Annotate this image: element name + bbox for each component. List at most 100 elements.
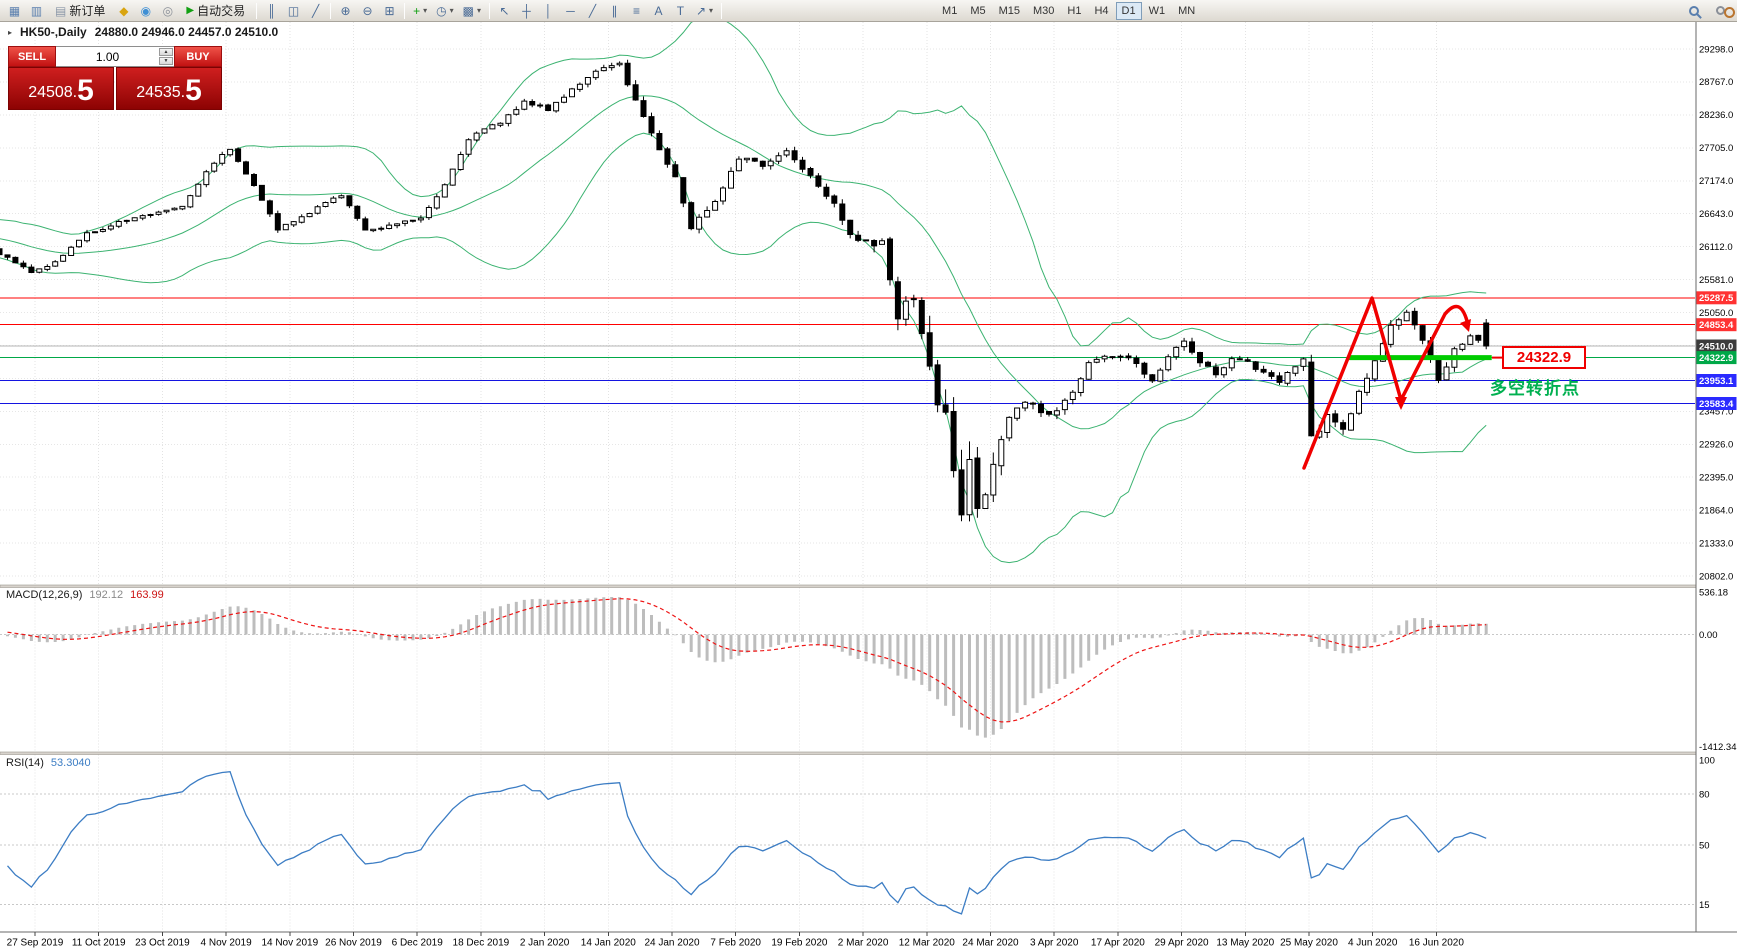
price-axis-label: 27705.0 <box>1699 143 1733 154</box>
bars-mode-icon[interactable]: ║ <box>261 1 282 20</box>
hline-tool-icon[interactable]: ─ <box>560 1 581 20</box>
bear-candles <box>0 62 1490 516</box>
price-tag <box>1696 318 1737 332</box>
price-axis-label: 25050.0 <box>1699 308 1733 319</box>
chart-symbol-period: HK50-,Daily <box>20 25 87 39</box>
indicators-icon[interactable]: + ▾ <box>409 1 431 20</box>
macd-axis-label: 0.00 <box>1699 630 1718 641</box>
autotrading-label: 自动交易 <box>197 4 246 18</box>
price-tag <box>1696 351 1737 365</box>
new-order-button[interactable]: ▤ 新订单 <box>48 1 112 20</box>
timeframe-button-M15[interactable]: M15 <box>993 2 1026 20</box>
line-mode-icon[interactable]: ╱ <box>305 1 326 20</box>
zoom-out-icon[interactable]: ⊖ <box>357 1 378 20</box>
new-chart-icon[interactable]: ▦ <box>4 1 25 20</box>
price-axis-label: 22395.0 <box>1699 473 1733 484</box>
price-tag-label: 24510.0 <box>1699 341 1733 352</box>
profiles-icon-glyph: ▥ <box>30 3 43 18</box>
timeframe-button-M1[interactable]: M1 <box>936 2 963 20</box>
crosshair-icon-glyph: ┼ <box>522 3 531 18</box>
cursor-icon[interactable]: ↖ <box>494 1 515 20</box>
rsi-axis-label: 15 <box>1699 900 1710 911</box>
date-axis-label: 3 Apr 2020 <box>1030 938 1079 949</box>
timeframe-button-M30[interactable]: M30 <box>1027 2 1060 20</box>
price-axis-label: 21333.0 <box>1699 538 1733 549</box>
sell-button[interactable]: SELL <box>8 46 56 67</box>
price-axis-label: 28767.0 <box>1699 77 1733 88</box>
volume-up-button[interactable]: ▲ <box>159 48 173 56</box>
mql5-icon[interactable]: ◎ <box>157 1 178 20</box>
buy-button[interactable]: BUY <box>174 46 222 67</box>
rsi-axis-label: 50 <box>1699 840 1710 851</box>
date-axis-label: 23 Oct 2019 <box>135 938 190 949</box>
crosshair-icon[interactable]: ┼ <box>516 1 537 20</box>
buy-price-panel[interactable]: 24535. 5 <box>116 67 222 110</box>
timeframe-button-H1[interactable]: H1 <box>1061 2 1087 20</box>
panel-splitter[interactable] <box>0 584 1737 588</box>
macd-histogram <box>6 597 1488 738</box>
volume-down-button[interactable]: ▼ <box>159 57 173 65</box>
dropdown-caret-icon: ▾ <box>476 6 481 15</box>
macd-main-value: 192.12 <box>89 589 124 601</box>
arrows-tool-icon[interactable]: ↗ ▾ <box>692 1 717 20</box>
new-chart-icon-glyph: ▦ <box>8 3 21 18</box>
price-axis-label: 25581.0 <box>1699 275 1733 286</box>
timeframe-button-M5[interactable]: M5 <box>964 2 991 20</box>
trend-arrow-head-end <box>1460 319 1471 332</box>
timeframe-button-W1[interactable]: W1 <box>1143 2 1172 20</box>
candles-mode-icon-glyph: ◫ <box>287 3 300 18</box>
turning-point-text[interactable]: 多空转折点 <box>1490 379 1580 398</box>
text-tool-icon[interactable]: A <box>648 1 669 20</box>
chart-title: ▸ HK50-,Daily 24880.0 24946.0 24457.0 24… <box>8 25 278 39</box>
price-tag-label: 24853.4 <box>1699 320 1734 331</box>
sell-price-panel[interactable]: 24508. 5 <box>8 67 114 110</box>
fibo-tool-icon-glyph: ≡ <box>632 3 640 18</box>
autotrading-button[interactable]: ▶ 自动交易 <box>179 1 252 20</box>
price-axis-label: 26112.0 <box>1699 242 1733 253</box>
fibo-tool-icon[interactable]: ≡ <box>626 1 647 20</box>
channel-tool-icon-glyph: ∥ <box>611 3 618 18</box>
vline-tool-icon[interactable]: │ <box>538 1 559 20</box>
volume-field[interactable]: 1.00 ▲ ▼ <box>56 46 174 67</box>
price-tag-label: 25287.5 <box>1699 293 1734 304</box>
rsi-name: RSI(14) <box>6 757 44 769</box>
toolbar: ▦ ▥ ▤ 新订单 ◆ ◉ ◎ ▶ 自动交易 ║ ◫ ╱ ⊕ ⊖ ⊞ + ▾ ◷ ▾ ▩ ▾ ↖ ┼ │ ─ ╱… <box>0 0 1737 22</box>
bars-mode-icon-glyph: ║ <box>267 3 276 18</box>
buy-price-pips: 5 <box>185 74 202 107</box>
support-price-callout[interactable]: 24322.9 <box>1502 346 1586 369</box>
search-icon[interactable] <box>1683 1 1704 20</box>
price-axis-label: 26643.0 <box>1699 209 1733 220</box>
templates-icon[interactable]: ▩ ▾ <box>459 1 485 20</box>
price-axis-label: 29298.0 <box>1699 44 1733 55</box>
price-axis-label: 23457.0 <box>1699 407 1733 418</box>
price-axis[interactable] <box>1696 22 1737 932</box>
date-axis-label: 19 Feb 2020 <box>771 938 828 949</box>
periods-icon[interactable]: ◷ ▾ <box>432 1 458 20</box>
toolbar-separator <box>404 2 406 19</box>
timeframe-button-H4[interactable]: H4 <box>1088 2 1114 20</box>
market-icon[interactable]: ◉ <box>135 1 156 20</box>
profiles-icon[interactable]: ▥ <box>26 1 47 20</box>
chart-background <box>0 22 1737 949</box>
trend-arrow[interactable] <box>1302 296 1469 470</box>
label-tool-icon[interactable]: T <box>670 1 691 20</box>
panel-splitter[interactable] <box>0 751 1737 755</box>
candles-mode-icon[interactable]: ◫ <box>283 1 304 20</box>
date-axis[interactable] <box>0 932 1737 949</box>
metaeditor-icon[interactable]: ◆ <box>113 1 134 20</box>
macd-signal-value: 163.99 <box>130 589 164 601</box>
macd-axis-label: -1412.34 <box>1699 742 1737 753</box>
indicators-icon-glyph: + <box>413 3 421 18</box>
timeframe-button-MN[interactable]: MN <box>1172 2 1201 20</box>
zoom-in-icon[interactable]: ⊕ <box>335 1 356 20</box>
sell-price-main: 24508. <box>28 84 78 101</box>
rsi-label: RSI(14) 53.3040 <box>6 757 91 769</box>
channel-tool-icon[interactable]: ∥ <box>604 1 625 20</box>
trendline-tool-icon[interactable]: ╱ <box>582 1 603 20</box>
price-tag-label: 24322.9 <box>1699 353 1733 364</box>
community-icon[interactable] <box>1710 1 1735 20</box>
tile-windows-icon[interactable]: ⊞ <box>379 1 400 20</box>
date-axis-label: 2 Mar 2020 <box>838 938 889 949</box>
timeframe-button-D1[interactable]: D1 <box>1115 1 1142 20</box>
